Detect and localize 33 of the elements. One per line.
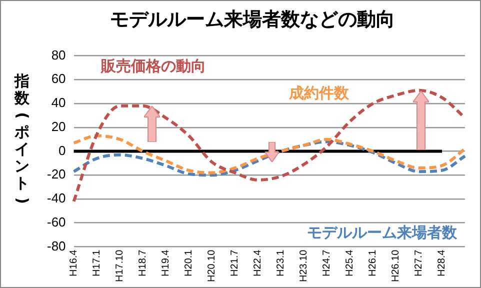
line-series — [72, 134, 466, 174]
x-tick-label: H26.1 — [368, 249, 379, 276]
x-tick-label: H22.4 — [252, 249, 264, 276]
x-tick-label: H17.10 — [114, 249, 126, 282]
y-tick-label: -40 — [46, 190, 66, 206]
x-tick-label: H25.4 — [344, 249, 356, 276]
x-tick-label: H19.4 — [160, 249, 172, 276]
y-tick-label: -60 — [46, 214, 66, 230]
y-tick-label: 80 — [51, 47, 66, 62]
x-tick-label: H26.10 — [390, 249, 402, 282]
x-tick-label: H23.10 — [298, 249, 310, 282]
text: モデルルーム来場者数 — [307, 223, 458, 242]
y-tick-label: 0 — [58, 142, 66, 158]
x-tick-label: H21.7 — [230, 249, 241, 276]
y-tick-label: 20 — [51, 118, 66, 134]
chart-title: モデルルーム来場者数などの動向 — [110, 8, 395, 30]
y-tick-label: 60 — [51, 71, 66, 86]
x-tick-label: H18.7 — [138, 249, 149, 276]
x-tick-label: H24.7 — [322, 249, 333, 276]
x-tick-label: H16.4 — [68, 249, 80, 276]
y-tick-label: -20 — [46, 166, 66, 182]
y-axis-title: 指数(ポイント) — [13, 72, 32, 206]
y-tick-label: -80 — [46, 238, 66, 254]
y-tick-label: 40 — [51, 95, 66, 110]
x-tick-label: H23.1 — [276, 249, 287, 276]
x-tick-label: H17.1 — [92, 249, 103, 276]
text: 販売価格の動向 — [100, 57, 206, 76]
text: 成約件数 — [288, 84, 350, 102]
x-tick-label: H20.1 — [184, 249, 195, 276]
x-tick-label: H20.10 — [206, 249, 218, 282]
line-series — [72, 140, 466, 177]
x-tick-label: H27.7 — [414, 249, 425, 276]
x-tick-label: H28.4 — [436, 249, 448, 276]
